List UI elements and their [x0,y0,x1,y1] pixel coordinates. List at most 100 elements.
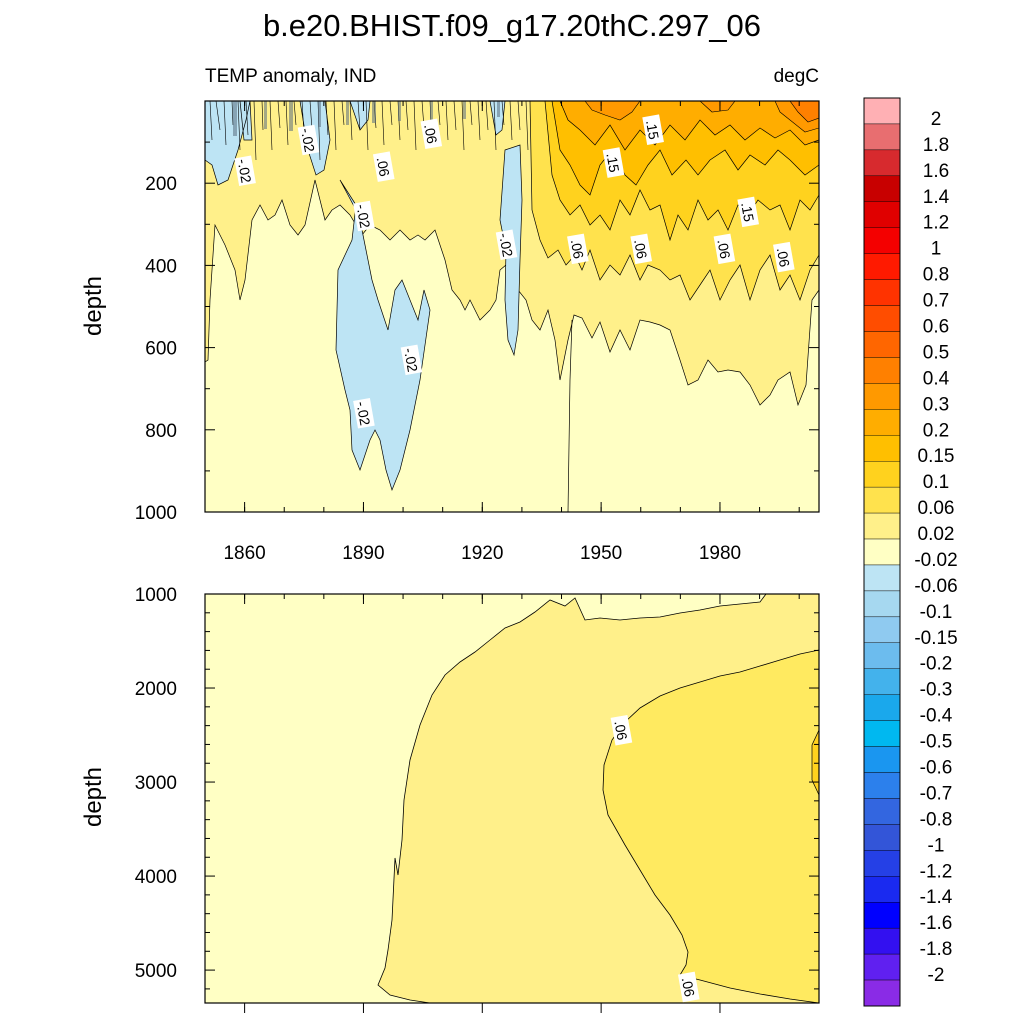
contour-label-text: .15 [738,201,757,223]
contour-label-bg [297,124,320,156]
contour-label-text: -.02 [401,347,421,374]
colorbar-swatch [863,461,901,488]
colorbar-swatch [863,824,901,851]
lower-y-tick-label: 3000 [135,773,177,794]
contour-label-text: .06 [679,976,698,998]
colorbar-label: -0.2 [920,654,953,675]
contour-label-text: -.02 [353,203,373,230]
upper-surface-streaks [209,101,529,161]
colorbar-swatch [863,486,901,514]
colorbar-swatch [863,357,901,384]
lower-y-tick-label: 2000 [135,679,177,700]
contour-label: -.02 [495,229,518,261]
colorbar-label: 0.15 [918,446,955,467]
contour-label-text: .06 [774,246,793,268]
contour-label: .15 [642,114,664,145]
contour-label: .06 [773,241,795,273]
lower-y-tick-label: 5000 [135,961,177,982]
lower-y-tick-label: 4000 [135,867,177,888]
colorbar-label: 0.6 [923,316,949,337]
colorbar-swatch [863,383,901,410]
colorbar-label: 0.2 [923,420,949,441]
contour-label: -.02 [297,124,320,156]
colorbar-label: -1.4 [920,887,953,908]
upper-y-tick-label: 400 [145,256,177,277]
colorbar-swatch [863,305,901,332]
colorbar-label: -0.6 [920,758,953,779]
contour-label: .06 [630,233,653,265]
contour-label-bg [400,344,423,376]
colorbar-label: -0.4 [920,706,953,727]
upper-x-axis: 1860 1890 1920 1950 1980 [223,101,800,564]
contour-label-bg [495,229,518,261]
contour-label-text: -.02 [353,400,373,427]
contour-label-bg [713,233,736,265]
contour-label: -.02 [353,200,375,232]
contour-label: .06 [610,714,633,746]
colorbar-swatch [863,590,901,618]
colorbar-swatch [863,772,901,799]
lower-contour-labels: .06 .06 [610,714,700,1003]
lower-fill-01-edge [811,729,819,796]
upper-vertical-contour [567,319,573,512]
contour-label: .06 [677,971,700,1003]
colorbar-label: -0.3 [920,680,953,701]
contour-label-bg [567,233,589,265]
colorbar-label: 0.1 [923,472,949,493]
lower-fill-006 [602,649,819,1003]
upper-y-tick-label: 800 [145,421,177,442]
upper-contour-labels: -.02 -.02 .06 .06 -.02 -.02 .15 .15 .15 .06 .06 .06… [234,114,795,429]
contour-label: -.02 [353,398,375,429]
upper-x-tick-label: 1920 [461,543,503,564]
contour-label-bg [677,971,700,1003]
contour-label-text: .06 [714,238,733,260]
contour-label-bg [353,200,375,232]
colorbar-swatch [863,227,901,254]
contour-label-bg [420,118,443,150]
upper-y-axis-label: depth [80,276,107,336]
colorbar-label: -2 [928,965,945,986]
colorbar-swatch [863,409,901,436]
colorbar-label: 1 [931,239,942,260]
contour-label: -.02 [400,344,423,376]
colorbar-swatch [863,798,901,825]
upper-x-tick-label: 1860 [223,543,265,564]
contour-label-text: -.02 [496,232,516,259]
upper-y-axis: 200 400 600 800 1000 depth [80,141,819,524]
contour-label: .06 [420,118,443,150]
upper-fill-neg [205,101,523,492]
colorbar-swatch [863,175,901,202]
colorbar-swatch [863,253,901,280]
lower-frame [204,593,820,1004]
colorbar-frame [863,97,901,1007]
colorbar-label: 0.02 [918,524,955,545]
colorbar-label: 0.5 [923,342,949,363]
upper-y-tick-label: 200 [145,174,177,195]
contour-label-bg [610,714,633,746]
contour-label-bg [353,398,375,429]
lower-y-axis-label: depth [80,767,107,827]
contour-label-bg [630,233,653,265]
contour-label-text: -.02 [298,127,318,154]
contour-label: .06 [713,233,736,265]
lower-y-tick-label: 1000 [135,585,177,606]
contour-label-text: .06 [421,123,440,145]
contour-label-bg [773,241,795,273]
contour-label-bg [602,147,625,178]
colorbar-label: 0.06 [918,498,955,519]
colorbar-label: -0.02 [914,550,957,571]
colorbar-swatch [863,720,901,747]
colorbar-swatch [863,642,901,669]
lower-x-axis [244,594,800,1013]
upper-y-tick-label: 1000 [135,503,177,524]
lower-y-axis: 1000 2000 3000 4000 5000 depth [80,585,819,990]
colorbar-swatch [863,746,901,773]
contour-label-bg [372,151,395,182]
contour-label: .06 [372,151,395,182]
colorbar-swatch [863,512,901,540]
colorbar-label: 0.3 [923,394,949,415]
colorbar-swatch [863,538,901,566]
colorbar-label: 1.6 [923,161,949,182]
colorbar-label: 1.2 [923,213,949,234]
